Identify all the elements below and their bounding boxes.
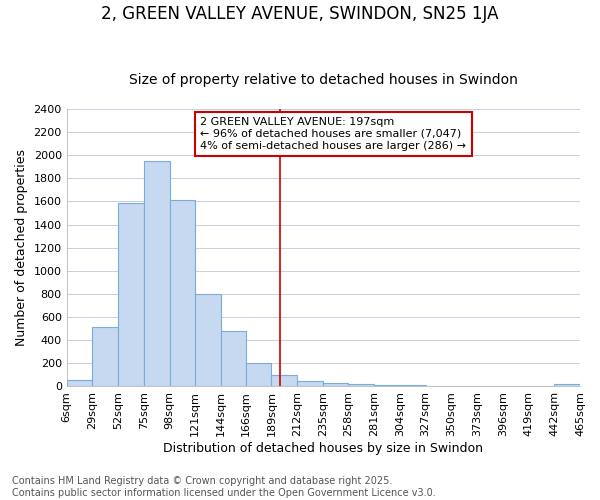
Bar [323, 383, 349, 386]
Title: Size of property relative to detached houses in Swindon: Size of property relative to detached ho… [129, 73, 518, 87]
Bar [374, 384, 400, 386]
Bar [221, 331, 245, 386]
Bar [195, 294, 221, 386]
Bar [92, 328, 118, 386]
Bar [118, 202, 144, 386]
X-axis label: Distribution of detached houses by size in Swindon: Distribution of detached houses by size … [163, 442, 484, 455]
Text: Contains HM Land Registry data © Crown copyright and database right 2025.
Contai: Contains HM Land Registry data © Crown c… [12, 476, 436, 498]
Bar [349, 384, 374, 386]
Bar [170, 200, 195, 386]
Bar [144, 161, 170, 386]
Bar [554, 384, 580, 386]
Bar [67, 380, 92, 386]
Bar [271, 376, 297, 386]
Text: 2, GREEN VALLEY AVENUE, SWINDON, SN25 1JA: 2, GREEN VALLEY AVENUE, SWINDON, SN25 1J… [101, 5, 499, 23]
Text: 2 GREEN VALLEY AVENUE: 197sqm
← 96% of detached houses are smaller (7,047)
4% of: 2 GREEN VALLEY AVENUE: 197sqm ← 96% of d… [200, 118, 466, 150]
Bar [245, 364, 271, 386]
Bar [297, 382, 323, 386]
Y-axis label: Number of detached properties: Number of detached properties [15, 149, 28, 346]
